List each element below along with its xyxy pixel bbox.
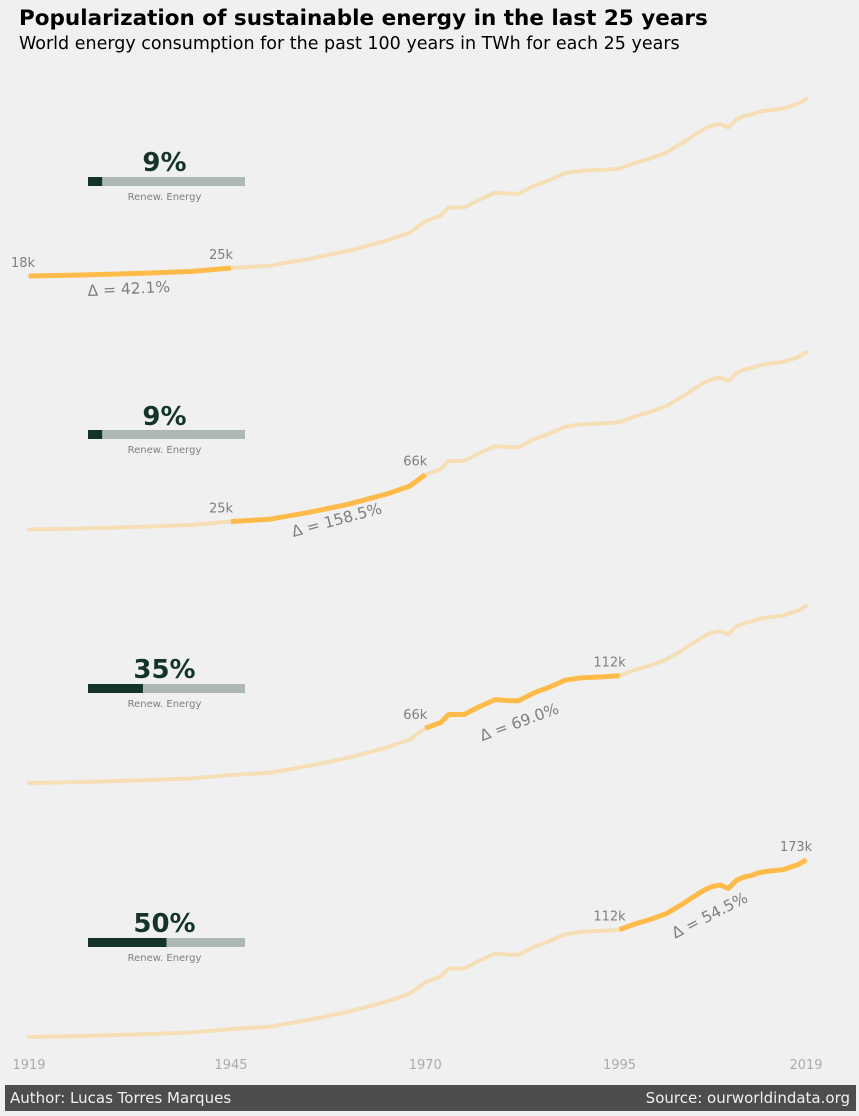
renewable-bar-label: Renew. Energy: [128, 445, 202, 456]
x-tick-label: 1970: [409, 1058, 442, 1073]
series-line-highlight: [230, 472, 427, 524]
start-value-label: 66k: [403, 708, 428, 723]
x-tick-label: 1995: [603, 1058, 636, 1073]
chart-title: Popularization of sustainable energy in …: [19, 6, 708, 31]
start-value-label: 18k: [11, 256, 36, 271]
x-tick-label: 1919: [12, 1058, 45, 1073]
end-value-label: 112k: [593, 656, 626, 671]
end-value-label: 66k: [403, 455, 428, 470]
delta-annotation: Δ = 42.1%: [87, 278, 171, 300]
renewable-bar-track: [88, 430, 245, 439]
end-value-label: 173k: [780, 840, 813, 855]
delta-annotation: Δ = 54.5%: [669, 889, 751, 943]
renewable-percentage: 35%: [133, 655, 195, 685]
renewable-percentage: 50%: [133, 909, 195, 939]
x-tick-label: 2019: [789, 1058, 822, 1073]
renewable-bar-label: Renew. Energy: [128, 192, 202, 203]
start-value-label: 25k: [209, 502, 234, 517]
x-tick-label: 1945: [214, 1058, 247, 1073]
renewable-bar-fill: [88, 430, 103, 439]
renewable-bar-label: Renew. Energy: [128, 699, 202, 710]
series-line-faded: [27, 858, 808, 1039]
series-line-highlight: [424, 673, 620, 731]
series-line-highlight: [28, 265, 232, 279]
renewable-bar-track: [88, 684, 245, 693]
start-value-label: 112k: [593, 910, 626, 925]
series-line-highlight: [618, 857, 808, 933]
renewable-bar-fill: [88, 938, 167, 947]
renewable-bar-fill: [88, 177, 103, 186]
series-line-faded: [27, 97, 808, 278]
delta-annotation: Δ = 69.0%: [477, 700, 561, 745]
author-credit: Author: Lucas Torres Marques: [10, 1089, 232, 1107]
chart-subtitle: World energy consumption for the past 10…: [19, 34, 680, 54]
source-credit: Source: ourworldindata.org: [645, 1089, 850, 1107]
renewable-bar-label: Renew. Energy: [128, 953, 202, 964]
renewable-percentage: 9%: [142, 148, 186, 178]
renewable-bar-track: [88, 177, 245, 186]
renewable-bar-fill: [88, 684, 143, 693]
series-line-faded: [27, 350, 808, 532]
end-value-label: 25k: [209, 248, 234, 263]
footer-bar: Author: Lucas Torres Marques Source: our…: [5, 1085, 856, 1111]
series-line-faded: [27, 604, 808, 785]
renewable-percentage: 9%: [142, 402, 186, 432]
